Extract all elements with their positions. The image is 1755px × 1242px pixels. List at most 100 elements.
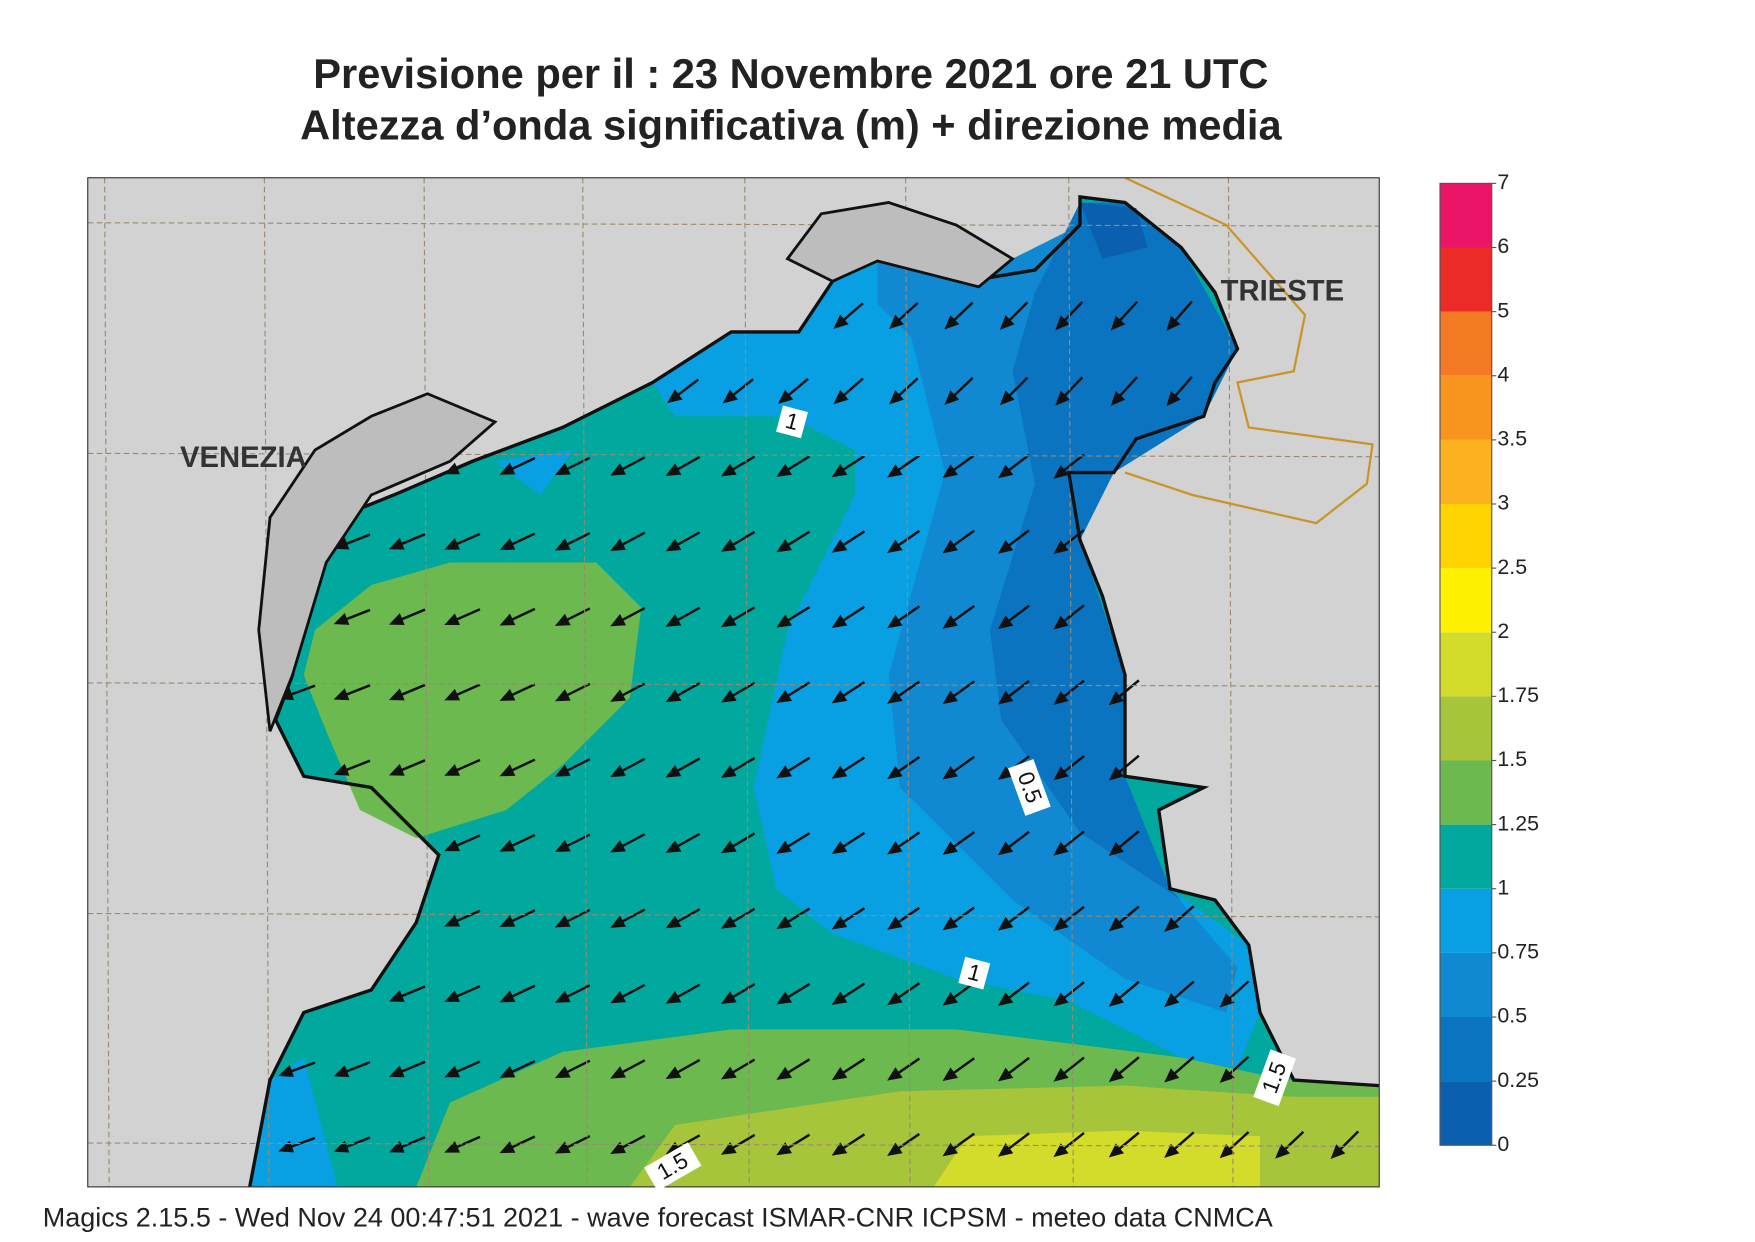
arrow [554, 531, 591, 551]
arrow [887, 756, 921, 780]
legend-label: 1.5 [1497, 747, 1527, 771]
grid-line [1068, 177, 1074, 1187]
arrow [887, 680, 921, 704]
arrow [720, 757, 756, 778]
arrow [610, 606, 646, 627]
place-label: VENEZIA [180, 442, 307, 474]
arrow [499, 456, 536, 475]
arrow [499, 532, 536, 551]
legend-label: 1.75 [1497, 683, 1539, 707]
arrow [388, 608, 426, 625]
arrow [720, 983, 756, 1005]
arrow [887, 906, 921, 930]
lagoon [257, 201, 1015, 732]
arrow [1055, 376, 1084, 406]
arrow [831, 907, 866, 930]
grid-line [1227, 177, 1234, 1187]
arrow [942, 906, 975, 931]
arrow [1053, 1056, 1085, 1082]
arrow [942, 454, 975, 479]
arrow [999, 301, 1029, 330]
arrow [831, 756, 866, 779]
arrow [388, 1136, 426, 1153]
arrow [665, 455, 701, 477]
arrow [1164, 1131, 1195, 1158]
arrow [665, 757, 701, 778]
legend-swatch [1440, 183, 1492, 248]
legend-label: 0.25 [1497, 1068, 1539, 1092]
legend-swatch [1440, 824, 1492, 889]
arrow [720, 606, 756, 628]
arrow [499, 1135, 536, 1154]
grid-line [104, 177, 110, 1187]
arrow [610, 456, 646, 476]
legend-label: 5 [1497, 298, 1509, 322]
arrow [831, 1133, 866, 1156]
arrow [1108, 830, 1140, 857]
legend-swatch [1440, 568, 1492, 633]
legend-label: 2.5 [1497, 555, 1527, 579]
color-legend: 0 0.25 0.5 0.75 1 1.25 1.5 1.75 2 2.5 3 3.5 4 5 6 7 [1439, 170, 1539, 1156]
arrow [1053, 604, 1085, 630]
label-box [958, 956, 991, 990]
legend-label: 0.75 [1497, 940, 1539, 964]
arrow [720, 1133, 756, 1155]
label-box [644, 1142, 702, 1191]
arrow [444, 984, 481, 1002]
arrow [1166, 375, 1193, 407]
arrow [720, 455, 756, 477]
arrow [278, 1136, 316, 1153]
arrow [831, 1057, 866, 1081]
legend-swatch [1440, 760, 1492, 825]
arrow [887, 1132, 921, 1157]
arrow [997, 1132, 1030, 1157]
arrow [942, 604, 975, 629]
legend-label: 6 [1497, 234, 1509, 258]
arrow [499, 833, 536, 852]
arrow [554, 758, 591, 777]
arrow [444, 532, 481, 550]
place-label: TRIESTE [1221, 275, 1345, 307]
arrow [610, 1059, 646, 1079]
arrow [776, 605, 811, 628]
arrow [665, 531, 701, 552]
arrow [888, 377, 919, 405]
arrow [722, 378, 754, 404]
arrow [776, 907, 811, 930]
arrow [942, 981, 975, 1006]
arrow [388, 985, 426, 1002]
wave-zone [990, 202, 1238, 900]
arrow [444, 1135, 481, 1153]
grid-line [87, 1142, 1380, 1147]
map-area [87, 177, 1380, 1187]
arrow [778, 377, 809, 404]
arrow [831, 454, 866, 478]
arrow [776, 681, 811, 703]
arrow [610, 682, 646, 702]
arrow [554, 833, 591, 853]
arrow [333, 684, 371, 701]
arrow [776, 1133, 811, 1156]
title-line: Previsione per il : 23 Novembre 2021 ore… [313, 50, 1268, 97]
title-line: Altezza d’onda significativa (m) + direz… [300, 102, 1282, 149]
arrow [888, 301, 919, 330]
arrow [610, 531, 646, 551]
arrow [1108, 1131, 1140, 1158]
arrow [887, 454, 921, 478]
legend-swatch [1440, 311, 1492, 376]
arrow [499, 984, 536, 1003]
arrow [833, 302, 864, 329]
footer: Magics 2.15.5 - Wed Nov 24 00:47:51 2021… [43, 1202, 1273, 1232]
arrow [887, 1057, 921, 1081]
arrow [665, 983, 701, 1004]
arrow [942, 1057, 975, 1082]
arrow [1053, 981, 1085, 1007]
arrow [942, 1132, 975, 1157]
arrow [1053, 905, 1085, 932]
arrow [610, 908, 646, 928]
wave-zone [303, 562, 1380, 1187]
arrow [831, 982, 866, 1005]
label-box [1008, 759, 1051, 816]
arrow [997, 529, 1030, 554]
